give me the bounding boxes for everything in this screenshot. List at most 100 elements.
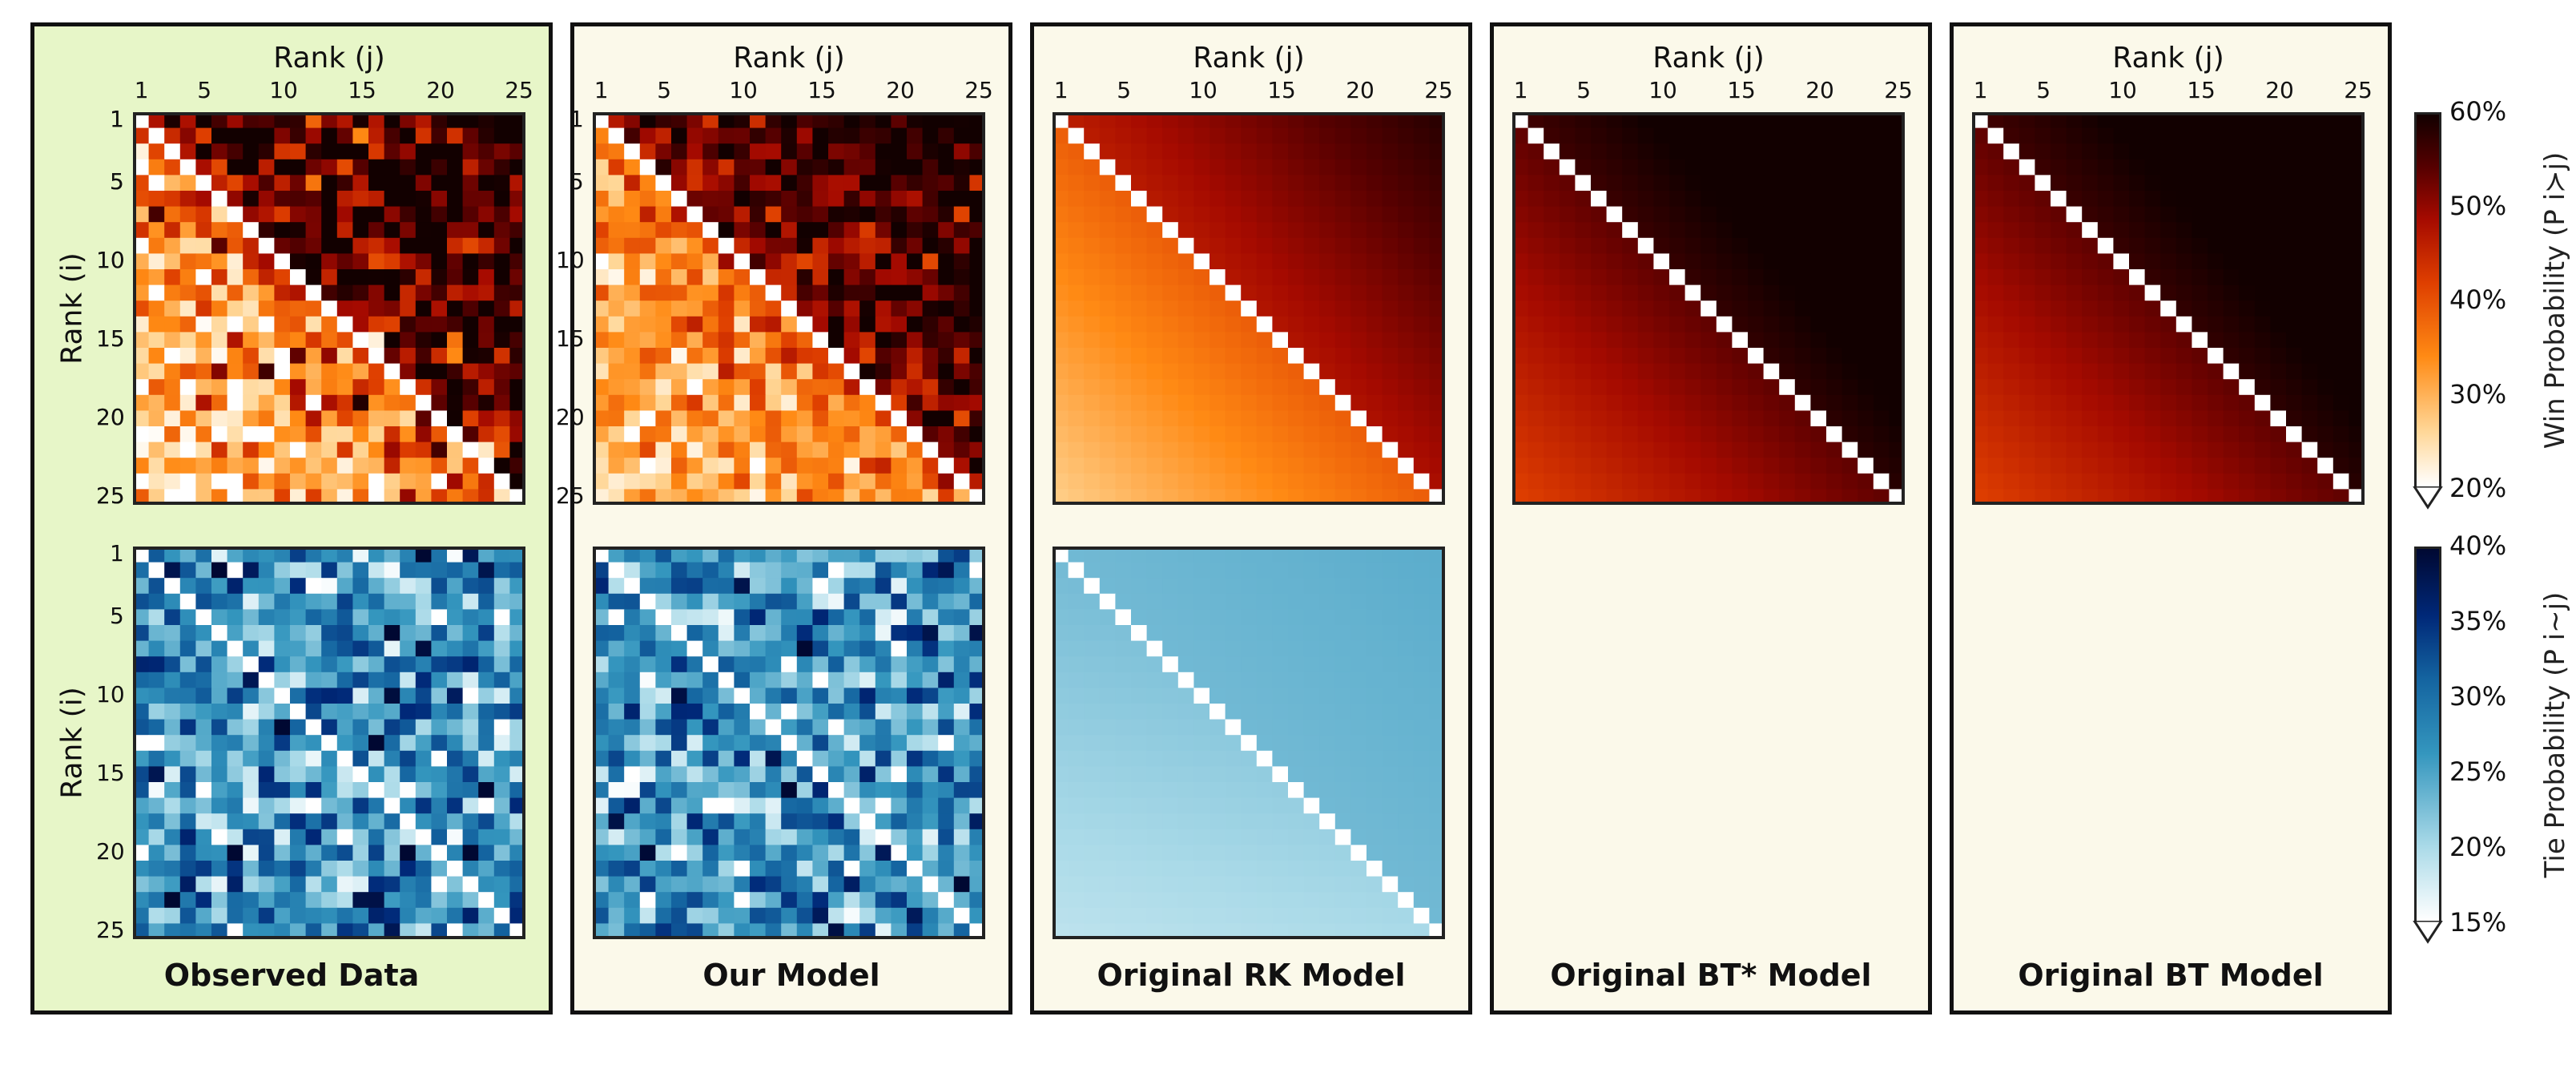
tie-cell xyxy=(1084,797,1101,814)
win-cell xyxy=(227,442,244,458)
win-cell xyxy=(1413,115,1430,129)
tie-cell xyxy=(1146,719,1163,736)
win-cell xyxy=(2097,159,2114,175)
tie-cell xyxy=(462,609,479,626)
tie-cell xyxy=(891,719,908,736)
win-cell xyxy=(258,143,275,160)
tie-cell xyxy=(1303,782,1320,799)
win-cell xyxy=(891,394,908,411)
win-cell xyxy=(2270,206,2287,223)
tie-cell xyxy=(136,829,150,845)
tie-cell xyxy=(1366,782,1383,799)
tie-cell xyxy=(227,766,244,783)
win-cell xyxy=(1527,159,1544,175)
win-cell xyxy=(305,379,322,396)
win-cell xyxy=(493,394,510,411)
win-cell xyxy=(2192,115,2208,129)
tie-cell xyxy=(812,735,829,752)
win-cell xyxy=(1193,379,1210,396)
win-cell xyxy=(1732,458,1749,474)
x-tick-label: 5 xyxy=(1117,77,1132,103)
win-cell xyxy=(2176,253,2192,270)
win-cell xyxy=(1987,301,2004,317)
win-cell xyxy=(1398,410,1415,427)
win-cell xyxy=(624,222,641,239)
win-cell xyxy=(462,316,479,333)
win-cell xyxy=(1413,301,1430,317)
win-cell xyxy=(2332,191,2349,208)
win-cell xyxy=(243,175,260,192)
win-cell xyxy=(195,458,212,474)
win-cell xyxy=(1382,115,1399,129)
win-cell xyxy=(1748,394,1765,411)
tie-cell xyxy=(1146,704,1163,720)
diagonal-cell xyxy=(624,143,641,160)
win-cell xyxy=(2144,206,2161,223)
tie-cell xyxy=(1241,829,1258,845)
win-cell xyxy=(368,426,385,443)
win-cell xyxy=(462,175,479,192)
win-cell xyxy=(2317,143,2334,160)
win-cell xyxy=(1544,473,1560,490)
tie-cell xyxy=(148,813,165,830)
win-cell xyxy=(478,316,495,333)
tie-cell xyxy=(624,797,641,814)
win-cell xyxy=(384,458,400,474)
tie-cell xyxy=(227,907,244,924)
win-cell xyxy=(891,253,908,270)
win-cell xyxy=(1794,332,1811,349)
tie-cell xyxy=(671,845,688,861)
x-tick-label: 5 xyxy=(2036,77,2051,103)
tie-cell xyxy=(415,625,432,642)
tie-cell xyxy=(431,861,448,877)
win-cell xyxy=(2035,206,2051,223)
tie-cell xyxy=(1193,829,1210,845)
win-cell xyxy=(243,316,260,333)
win-cell xyxy=(655,206,672,223)
win-cell xyxy=(796,127,813,144)
tie-cell xyxy=(148,845,165,861)
tie-cell xyxy=(384,750,400,767)
win-cell xyxy=(2003,410,2020,427)
tie-cell xyxy=(243,782,260,799)
tie-cell xyxy=(136,750,150,767)
win-cell xyxy=(624,253,641,270)
win-cell xyxy=(336,426,353,443)
tie-cell xyxy=(1099,876,1116,893)
win-cell xyxy=(1193,175,1210,192)
tie-cell xyxy=(321,813,338,830)
win-cell xyxy=(2332,410,2349,427)
tie-cell xyxy=(608,797,625,814)
tie-cell xyxy=(211,782,228,799)
win-cell xyxy=(859,115,876,129)
tie-cell xyxy=(859,672,876,688)
tie-cell xyxy=(509,625,522,642)
tie-cell xyxy=(718,892,735,909)
tie-cell xyxy=(415,750,432,767)
tie-cell xyxy=(1084,625,1101,642)
win-cell xyxy=(493,458,510,474)
win-cell xyxy=(969,458,982,474)
tie-cell xyxy=(938,797,955,814)
win-cell xyxy=(1288,222,1305,239)
win-cell xyxy=(1873,284,1890,301)
win-cell xyxy=(1056,206,1069,223)
win-cell xyxy=(639,379,656,396)
win-cell xyxy=(1716,410,1733,427)
tie-cell xyxy=(243,861,260,877)
win-cell xyxy=(2239,159,2256,175)
win-cell xyxy=(1591,115,1608,129)
win-cell xyxy=(2035,316,2051,333)
win-cell xyxy=(938,175,955,192)
tie-cell xyxy=(415,923,432,936)
win-cell xyxy=(1099,348,1116,365)
win-cell xyxy=(1637,159,1654,175)
tie-cell xyxy=(734,829,751,845)
win-cell xyxy=(195,159,212,175)
tie-cell xyxy=(812,550,829,563)
tie-cell xyxy=(1413,593,1430,610)
win-cell xyxy=(195,489,212,502)
tie-cell xyxy=(148,609,165,626)
tie-cell xyxy=(384,813,400,830)
win-cell xyxy=(462,426,479,443)
